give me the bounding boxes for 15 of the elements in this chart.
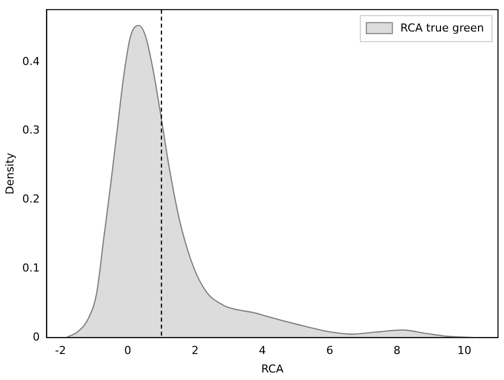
x-tick-label: 10 bbox=[457, 344, 472, 358]
x-tick-label: 6 bbox=[326, 344, 334, 358]
y-tick-label: 0.3 bbox=[22, 124, 40, 137]
y-tick-label: 0.4 bbox=[22, 54, 40, 68]
legend-label: RCA true green bbox=[400, 21, 484, 34]
y-tick-label: 0 bbox=[32, 330, 40, 344]
x-axis-title: RCA bbox=[261, 362, 284, 376]
x-tick-label: 8 bbox=[394, 344, 401, 358]
x-tick-label: -2 bbox=[55, 344, 66, 358]
y-axis-title: Density bbox=[3, 152, 16, 195]
x-tick-label: 4 bbox=[258, 344, 266, 358]
y-tick-label: 0.1 bbox=[22, 262, 40, 275]
x-tick-label: 2 bbox=[192, 344, 199, 358]
x-tick-label: 0 bbox=[124, 344, 132, 358]
y-tick-label: 0.2 bbox=[22, 192, 40, 206]
